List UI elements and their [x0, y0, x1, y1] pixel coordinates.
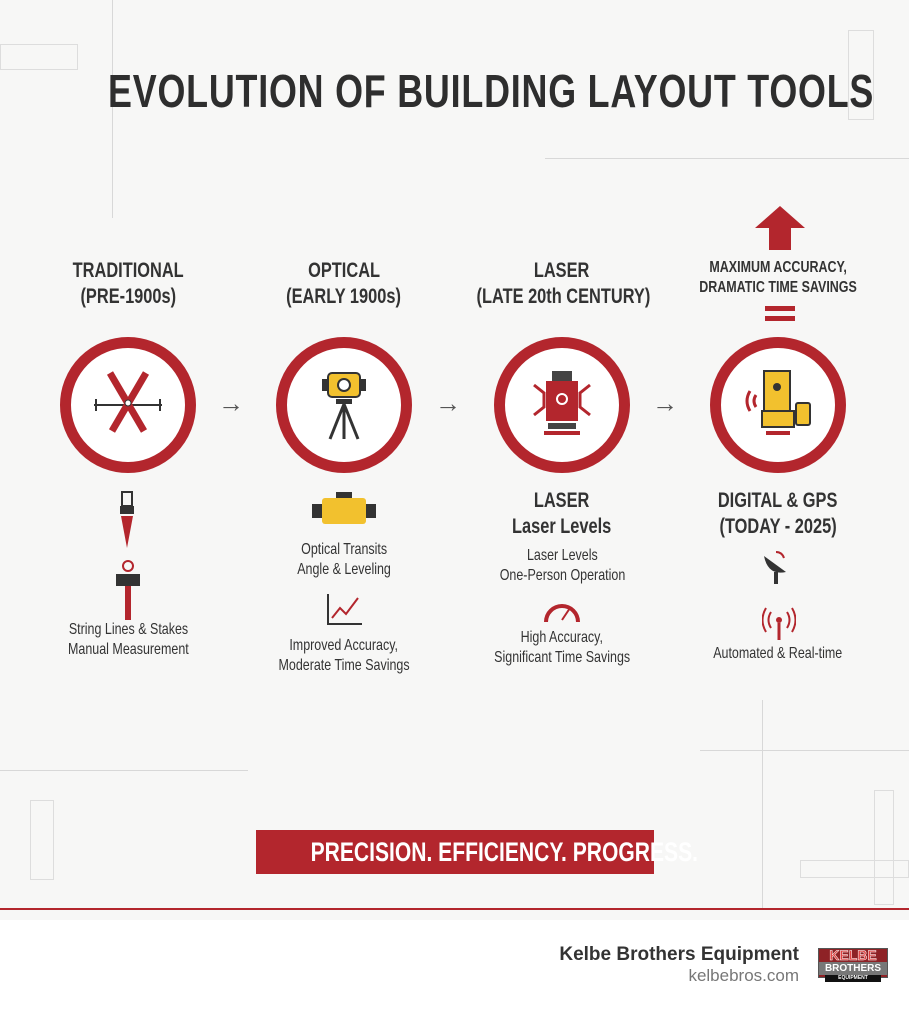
page-title: EVOLUTION OF BUILDING LAYOUT TOOLS	[108, 65, 875, 117]
growth-chart-icon	[327, 594, 362, 625]
stage-subheader: LASER Laser Levels	[512, 489, 612, 538]
decor-line	[0, 770, 248, 771]
decor-line	[112, 0, 113, 218]
stage-subheader: DIGITAL & GPS (TODAY - 2025)	[718, 489, 838, 538]
up-arrow-icon	[755, 206, 805, 250]
plumb-stake-icon	[116, 491, 140, 620]
gps-total-station-icon	[745, 370, 811, 435]
arrow-icon: →	[435, 388, 461, 418]
company-url[interactable]: kelbebros.com	[688, 966, 799, 985]
tagline-banner: PRECISION. EFFICIENCY. PROGRESS.	[256, 830, 698, 874]
stage-details: String Lines & Stakes Manual Measurement	[67, 621, 189, 658]
crossed-stakes-icon	[94, 371, 162, 433]
signal-tower-icon	[762, 607, 796, 640]
footer: Kelbe Brothers Equipment kelbebros.com K…	[0, 920, 909, 1024]
equals-icon	[765, 306, 795, 311]
stage-details: Laser Levels One-Person Operation	[499, 547, 625, 584]
stage-details: Optical Transits Angle & Leveling	[297, 541, 391, 578]
tripod-transit-icon	[322, 372, 366, 440]
stage-icon-ring	[710, 337, 846, 473]
stage-icon-ring	[60, 337, 196, 473]
decor-box	[874, 790, 894, 905]
decor-box	[848, 30, 874, 120]
equals-icon	[765, 316, 795, 321]
transit-icon	[312, 492, 376, 524]
arrow-icon: →	[652, 388, 678, 418]
stage-outcome: Improved Accuracy, Moderate Time Savings	[278, 637, 410, 674]
stage-header: OPTICAL (EARLY 1900s)	[286, 259, 402, 308]
decor-box	[800, 860, 909, 878]
company-name: Kelbe Brothers Equipment	[559, 944, 799, 965]
satellite-dish-icon	[764, 551, 786, 584]
decor-box	[30, 800, 54, 880]
stage-icon-ring	[494, 337, 630, 473]
stage-outcome: High Accuracy, Significant Time Savings	[494, 629, 630, 666]
decor-line	[545, 158, 909, 159]
decor-box	[0, 44, 78, 70]
speedometer-icon	[544, 604, 580, 623]
decor-line	[700, 750, 909, 751]
company-logo: KELBE BROTHERS EQUIPMENT	[818, 948, 888, 982]
stage-header: TRADITIONAL (PRE-1900s)	[72, 259, 184, 308]
decor-line	[762, 700, 763, 910]
footer-divider	[0, 908, 909, 910]
arrow-icon: →	[218, 388, 244, 418]
laser-level-icon	[533, 371, 591, 435]
company-info: Kelbe Brothers Equipment kelbebros.com	[559, 944, 799, 986]
stage-icon-ring	[276, 337, 412, 473]
stage-details: Automated & Real-time	[713, 645, 843, 662]
stage-header: LASER (LATE 20th CENTURY)	[476, 259, 651, 308]
stage-header: MAXIMUM ACCURACY, DRAMATIC TIME SAVINGS	[699, 259, 857, 296]
